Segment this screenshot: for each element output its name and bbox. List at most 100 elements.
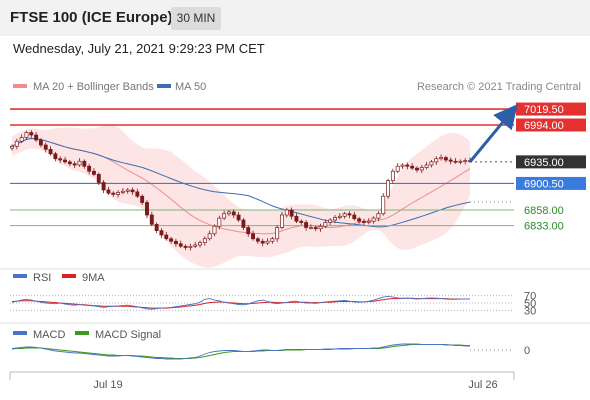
candle-body (183, 245, 188, 248)
candle (120, 188, 125, 195)
candle (34, 131, 39, 142)
rsi-legend-label: RSI (33, 272, 51, 284)
candle-body (453, 160, 458, 163)
candle-body (400, 164, 405, 167)
candle-body (439, 157, 444, 160)
candle (255, 236, 260, 244)
candle-body (386, 180, 390, 197)
candle-body (284, 209, 289, 216)
candle-body (19, 137, 24, 142)
candle (265, 238, 270, 245)
candle-body (87, 165, 92, 172)
candle-body (463, 160, 468, 162)
candle (14, 138, 19, 150)
candle-body (395, 165, 400, 172)
candle (453, 158, 458, 164)
candle (198, 240, 202, 248)
candle-body (275, 227, 280, 240)
candle (38, 138, 43, 148)
rsi-ma-line (11, 297, 470, 309)
candle (149, 211, 154, 227)
candle-body (313, 227, 318, 230)
level-label-6833.00: 6833.00 (524, 221, 564, 233)
candle-body (328, 219, 333, 223)
candle (424, 161, 429, 170)
candle-body (193, 244, 198, 247)
candle-body (67, 161, 72, 165)
rsi-line (11, 295, 470, 310)
candle-body (241, 219, 246, 228)
macd-panel: MACD MACD Signal 0 (11, 329, 530, 360)
macd-signal-legend-label: MACD Signal (95, 329, 161, 341)
candle (130, 187, 135, 195)
candle-body (429, 161, 434, 166)
candle-body (294, 215, 299, 222)
candle (212, 224, 217, 237)
candle (67, 160, 72, 167)
candle-body (323, 222, 328, 227)
candle-body (371, 217, 376, 222)
macd-line (11, 343, 470, 360)
candle (304, 220, 309, 231)
candle-body (318, 225, 323, 230)
candle (140, 194, 145, 205)
candle-body (159, 230, 164, 236)
candle (154, 222, 159, 234)
candle-body (251, 233, 256, 240)
candle (106, 186, 111, 195)
candle (400, 163, 405, 169)
candle-body (246, 227, 251, 235)
candle (323, 219, 328, 229)
candle-body (164, 234, 169, 240)
candle (308, 224, 313, 230)
candle-body (135, 191, 140, 197)
candle (10, 144, 14, 151)
candle-body (352, 214, 357, 220)
rsi-ma-legend-swatch (62, 274, 76, 278)
candle (169, 236, 174, 244)
candle-body (106, 189, 111, 194)
bollinger-band (12, 124, 470, 268)
candle (164, 231, 169, 241)
rsi-ma-legend-label: 9MA (82, 272, 105, 284)
candle-body (337, 215, 342, 218)
candle-body (202, 238, 207, 243)
candle-body (419, 167, 424, 171)
candle (299, 219, 304, 225)
candle-body (390, 170, 395, 181)
timeframe-button[interactable]: 30 MIN (171, 7, 221, 30)
level-box-6900.50 (516, 176, 586, 190)
candle-body (415, 167, 419, 171)
time-axis: Jul 19 Jul 26 (9, 371, 515, 391)
candle (347, 211, 352, 219)
candle-body (458, 160, 463, 163)
candle-body (140, 195, 145, 203)
candle-body (357, 218, 362, 222)
candle (390, 168, 395, 184)
candle-body (347, 213, 352, 216)
candle (328, 218, 333, 225)
candle (87, 163, 92, 175)
candle (43, 142, 48, 153)
candle-body (381, 195, 386, 215)
candle-body (38, 139, 43, 146)
candle (415, 166, 419, 173)
candle-body (154, 224, 159, 231)
candle-body (270, 238, 275, 242)
candle (410, 163, 415, 170)
candle (236, 211, 241, 222)
candle-body (231, 211, 236, 216)
candle-body (361, 220, 366, 223)
candle-body (111, 192, 116, 195)
candle (405, 162, 410, 170)
candle (294, 213, 299, 224)
candle (63, 156, 67, 164)
candle (24, 130, 29, 140)
candle-body (178, 243, 183, 247)
macd-legend-swatch (13, 331, 27, 335)
candle-body (116, 192, 121, 195)
candle-body (255, 238, 260, 242)
candle (313, 225, 318, 232)
candle-body (299, 220, 304, 223)
candle-body (443, 157, 448, 161)
